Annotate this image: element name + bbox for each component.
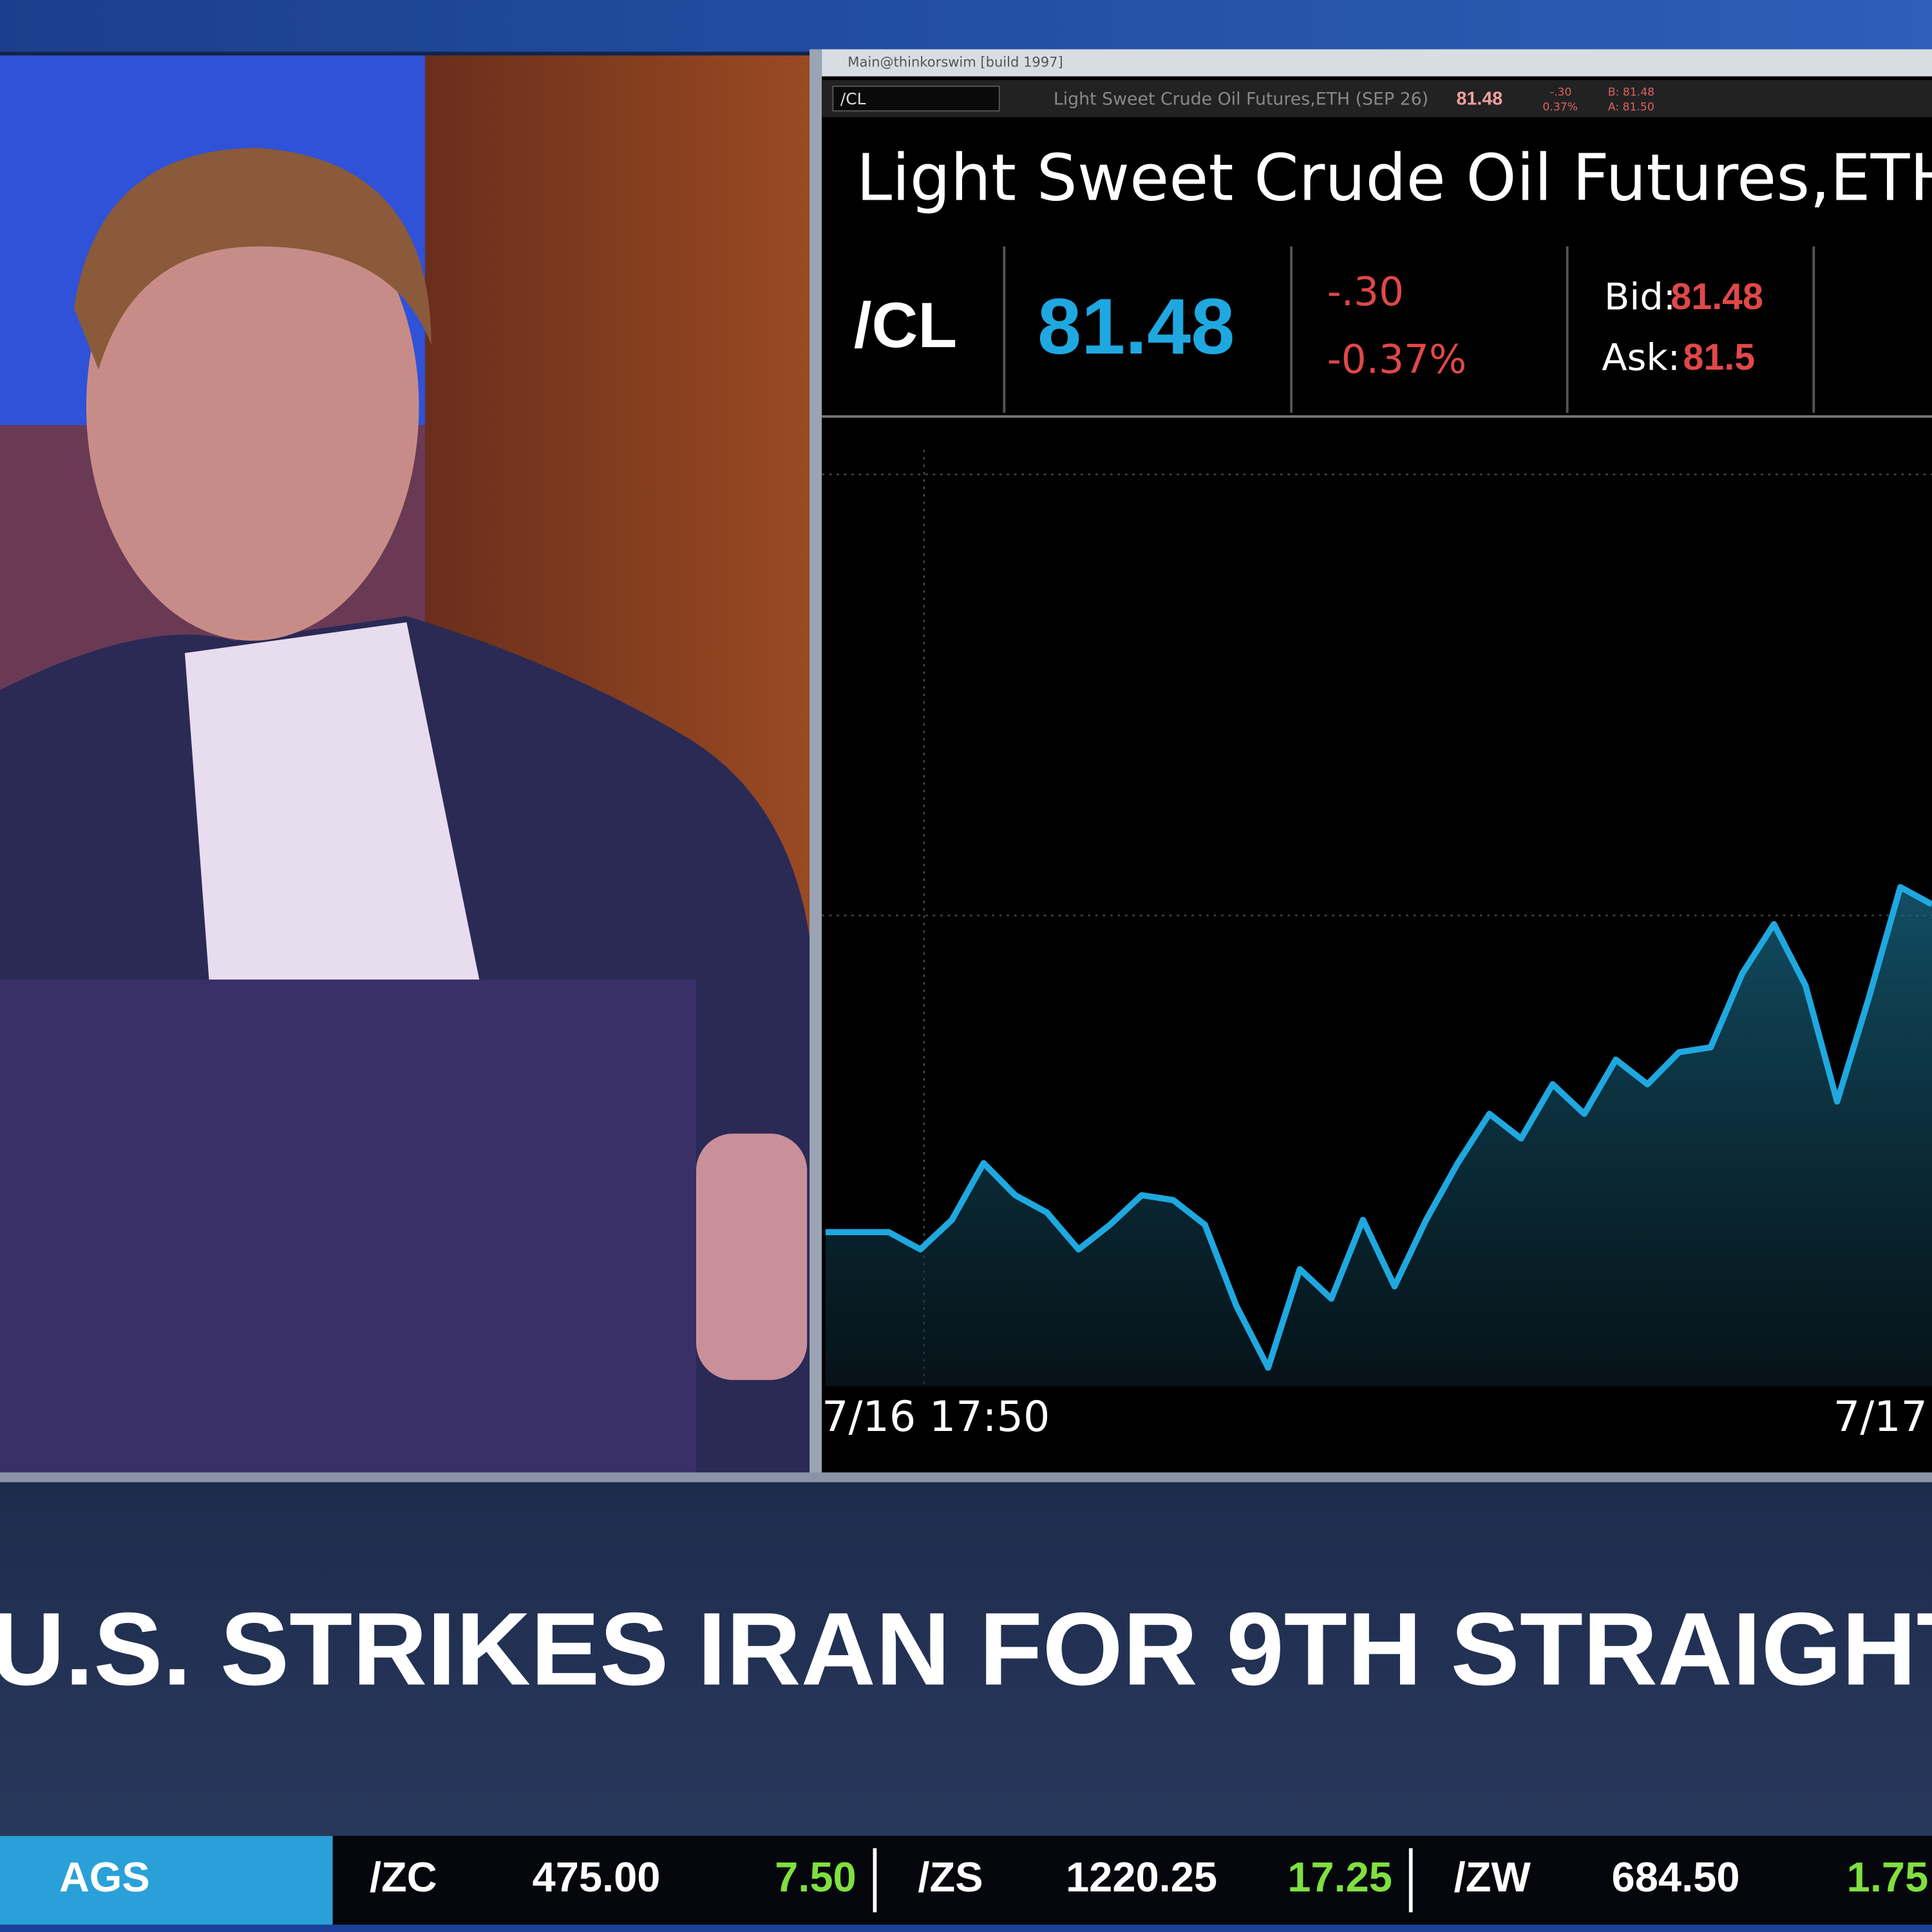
ticker-bottom <box>0 1924 1932 1932</box>
headline: U.S. STRIKES IRAN FOR 9TH STRAIGHT <box>0 1592 1932 1707</box>
quote-percent: -0.37% <box>1327 337 1467 383</box>
window-title: Main@thinkorswim [build 1997] <box>848 54 1063 70</box>
frame-bottom <box>0 1472 1932 1482</box>
area-fill <box>825 887 1932 1387</box>
quote-symbol: /CL <box>854 290 957 361</box>
toolbar <box>822 80 1932 117</box>
symbol-box[interactable] <box>832 85 1000 112</box>
quote-title: Light Sweet Crude Oil Futures,ETH <box>857 142 1932 216</box>
video-feed <box>0 55 810 1473</box>
divider <box>810 49 822 1479</box>
toolbar-symbol: /CL <box>840 90 866 108</box>
ticker-change: 1.75 <box>1847 1853 1929 1900</box>
ask-value: 81.5 <box>1683 337 1756 378</box>
quote-dividers <box>822 246 1932 418</box>
bid-value: 81.48 <box>1671 276 1763 317</box>
ticker-price: 684.50 <box>1612 1853 1740 1900</box>
ask-label: Ask: <box>1602 336 1680 379</box>
lower-third <box>0 1482 1932 1836</box>
ticker-price: 475.00 <box>533 1853 661 1900</box>
ticker-section-box <box>0 1835 333 1925</box>
bid-label: Bid: <box>1604 276 1676 319</box>
ticker-symbol: /ZC <box>370 1853 437 1900</box>
plot <box>825 884 1932 1387</box>
toolbar-change: -.30 <box>1550 86 1572 99</box>
chart-gridlines <box>822 450 1932 1387</box>
title-bar <box>822 49 1932 77</box>
ticker-change: 7.50 <box>775 1853 857 1900</box>
x-label: 7/16 17:50 <box>822 1393 1050 1441</box>
toolbar-description: Light Sweet Crude Oil Futures,ETH (SEP 2… <box>1054 89 1428 109</box>
ticker-change: 17.25 <box>1287 1853 1392 1900</box>
ticker-section: AGS <box>59 1853 150 1900</box>
quote-last: 81.48 <box>1037 282 1235 370</box>
ticker-items: /ZC 475.00 7.50/ZS 1220.25 17.25/ZW 684.50 1.7… <box>370 1848 1929 1913</box>
toolbar-percent: 0.37% <box>1542 100 1578 113</box>
toolbar-last: 81.48 <box>1456 89 1502 109</box>
x-label: 7/17 <box>1833 1393 1927 1441</box>
toolbar-bid: B: 81.48 <box>1608 86 1654 99</box>
toolbar-ask: A: 81.50 <box>1608 100 1654 113</box>
quote-change: -.30 <box>1327 269 1404 315</box>
price-line <box>825 884 1932 1371</box>
ticker-symbol: /ZS <box>918 1853 983 1900</box>
ticker-symbol: /ZW <box>1454 1853 1531 1900</box>
ticker-price: 1220.25 <box>1066 1853 1217 1900</box>
top-band <box>0 0 1932 52</box>
